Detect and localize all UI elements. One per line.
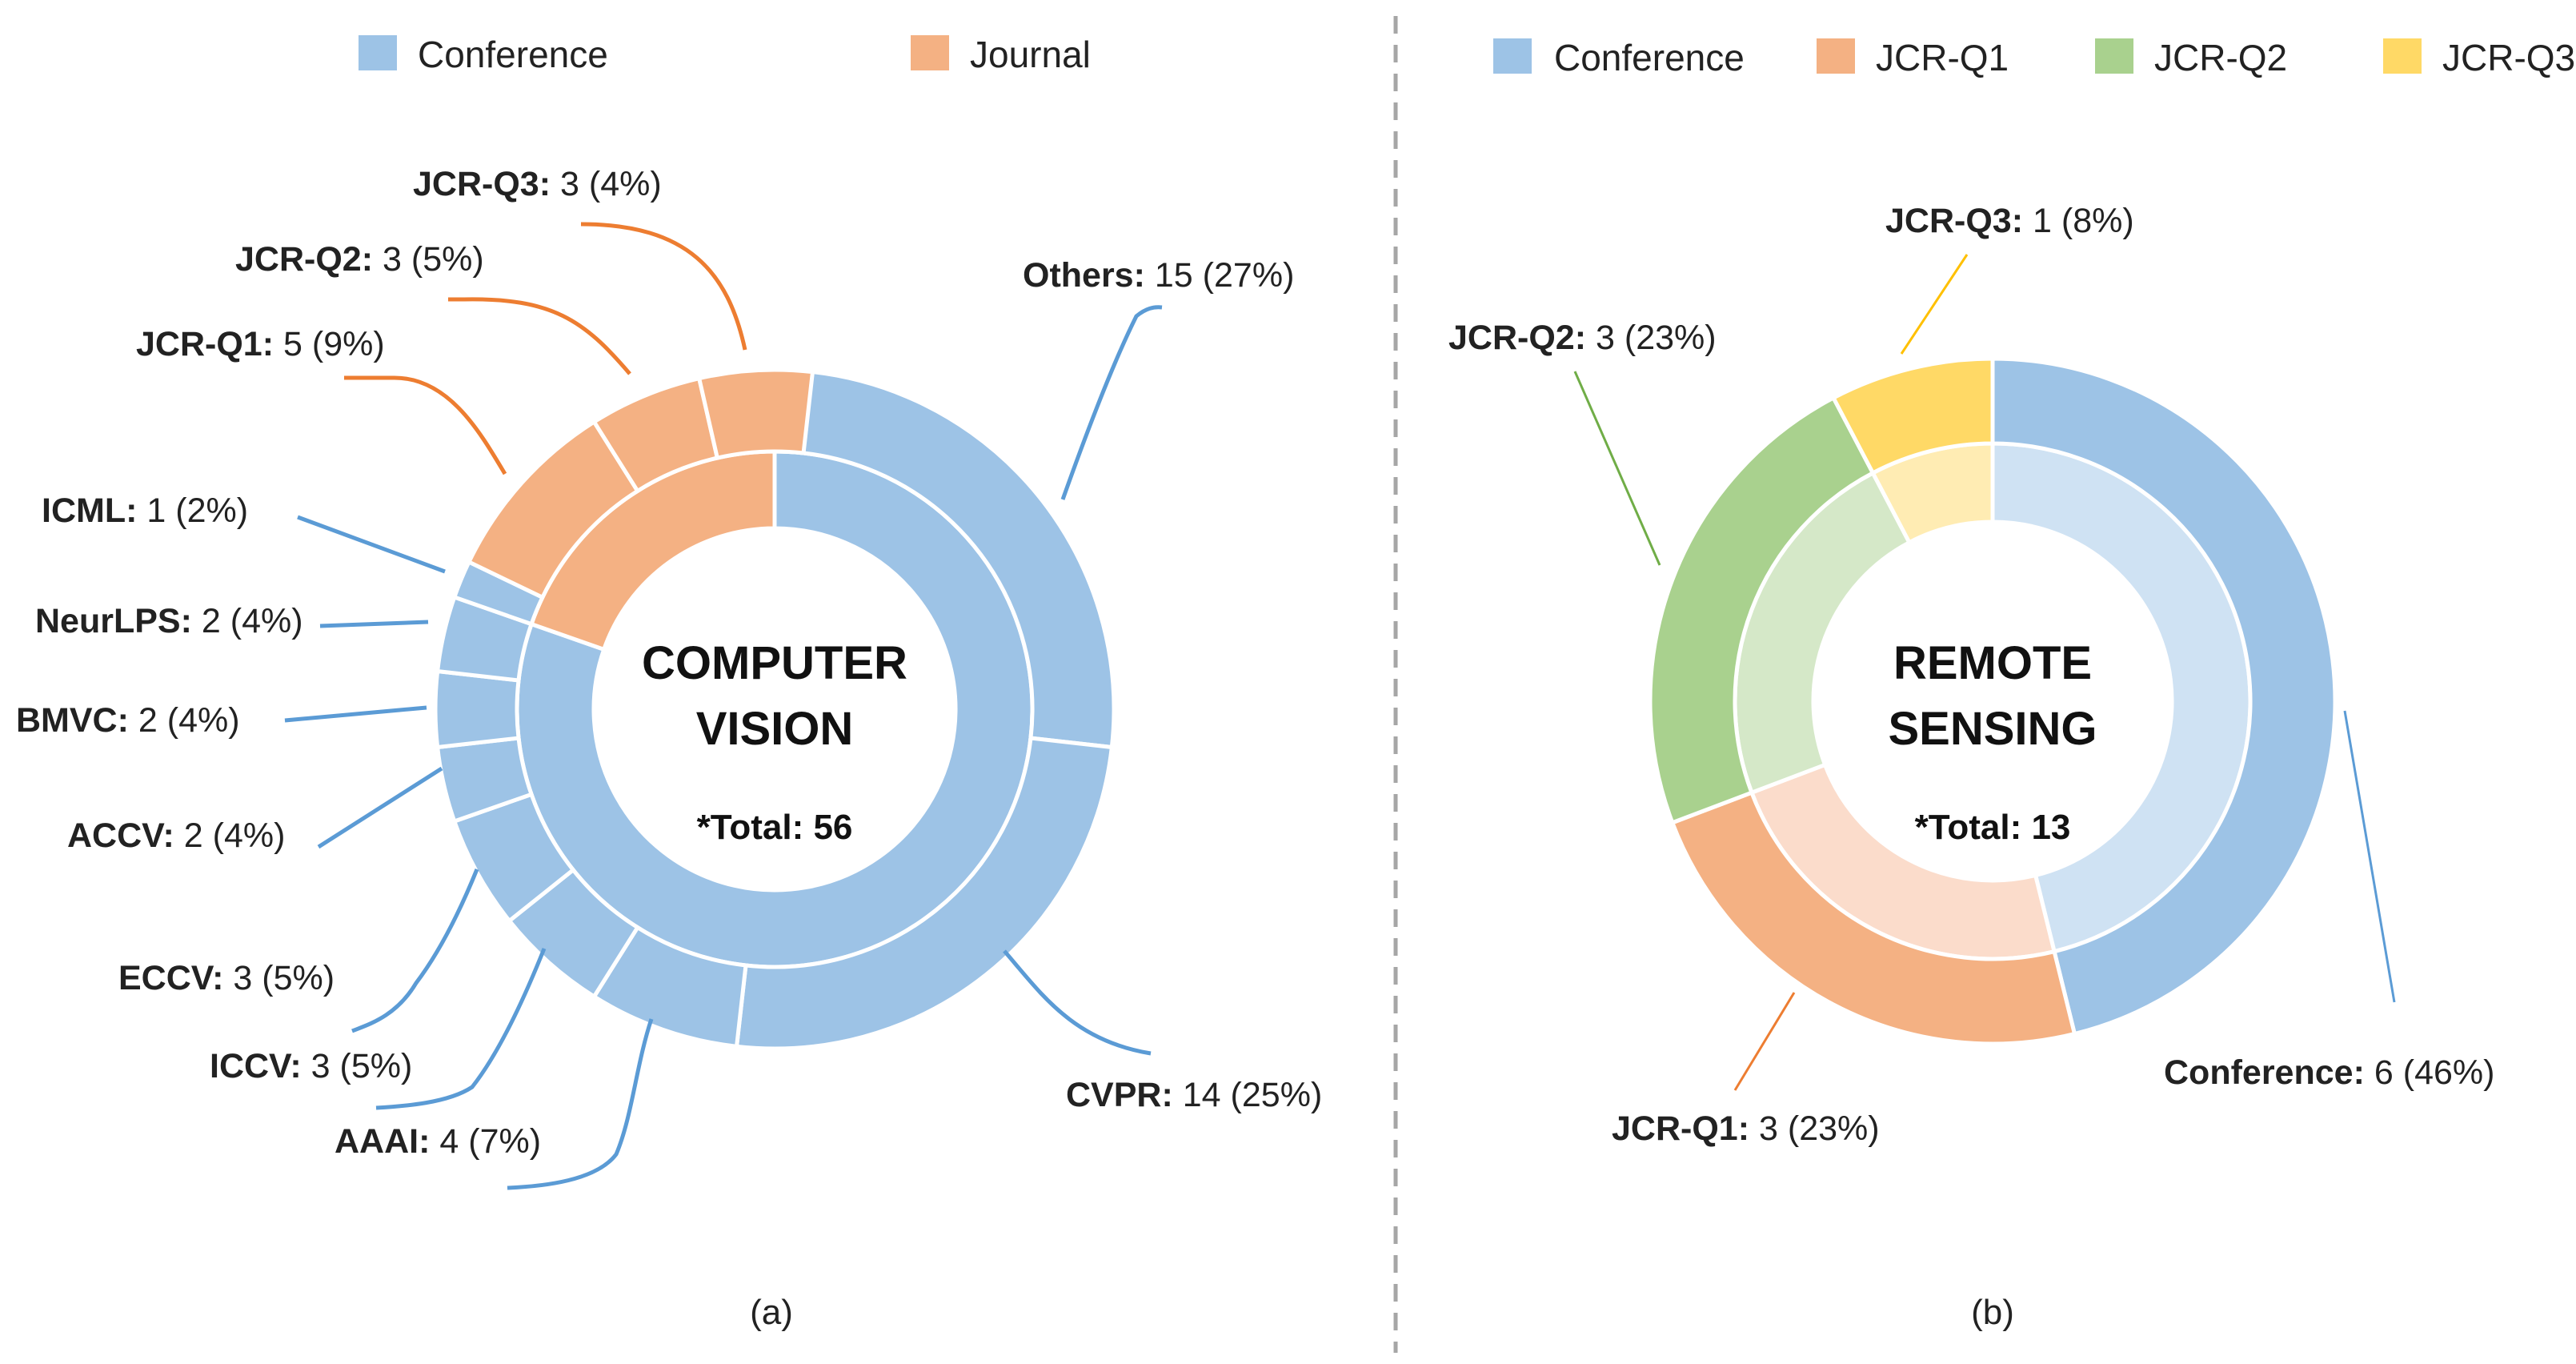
leader-others <box>1060 305 1163 500</box>
label-jcr-q2: JCR-Q2: 3 (5%) <box>235 240 484 279</box>
legend-a: Conference Journal <box>359 34 1091 75</box>
legend-b-label-jcr-q1: JCR-Q1 <box>1876 37 2009 78</box>
legend-b: Conference JCR-Q1 JCR-Q2 JCR-Q3 <box>1493 37 2575 78</box>
caption-b: (b) <box>1971 1293 2014 1332</box>
legend-a-swatch-conference <box>359 35 397 70</box>
label-iccv: ICCV: 3 (5%) <box>210 1047 412 1085</box>
legend-a-swatch-journal <box>911 35 949 70</box>
label-icml: ICML: 1 (2%) <box>42 491 248 530</box>
label-b-jcr-q1: JCR-Q1: 3 (23%) <box>1612 1109 1880 1148</box>
leader-cvpr <box>1003 949 1152 1056</box>
label-aaai: AAAI: 4 (7%) <box>335 1122 541 1161</box>
legend-b-swatch-jcr-q3 <box>2383 38 2422 74</box>
donut-b-labels: Conference: 6 (46%) JCR-Q1: 3 (23%) JCR-… <box>1448 202 2494 1148</box>
legend-a-label-conference: Conference <box>418 34 608 75</box>
legend-a-label-journal: Journal <box>970 34 1091 75</box>
donut-a: Others: 15 (27%) CVPR: 14 (25%) AAAI: 4 … <box>16 165 1322 1190</box>
center-b-title-line2: SENSING <box>1888 703 2097 755</box>
label-b-jcr-q2: JCR-Q2: 3 (23%) <box>1448 319 1717 357</box>
leader-jcr-q1 <box>344 375 507 475</box>
leader-b-jcr-q1 <box>1733 992 1796 1091</box>
center-a-title-line2: VISION <box>696 703 854 755</box>
legend-b-label-conference: Conference <box>1554 37 1745 78</box>
leader-accv <box>317 766 443 849</box>
donut-b-leader-lines <box>1573 254 2396 1091</box>
leader-b-jcr-q3 <box>1900 254 1969 355</box>
leader-b-conference <box>2343 710 2396 1003</box>
leader-jcr-q3 <box>580 222 747 351</box>
label-accv: ACCV: 2 (4%) <box>67 816 285 855</box>
center-b-title-line1: REMOTE <box>1893 637 2092 689</box>
label-cvpr: CVPR: 14 (25%) <box>1066 1076 1322 1114</box>
outer-slice-b-jcr-q3 <box>1830 356 1995 476</box>
label-b-conference: Conference: 6 (46%) <box>2164 1053 2494 1092</box>
donut-a-leader-lines <box>284 222 1163 1190</box>
center-a-total: *Total: 56 <box>697 808 853 847</box>
donut-a-outer-ring <box>433 367 1116 1051</box>
outer-slice-cvpr <box>734 736 1115 1051</box>
leader-jcr-q2 <box>448 297 631 375</box>
center-b-total: *Total: 13 <box>1915 808 2071 847</box>
center-a-title-line1: COMPUTER <box>642 637 907 689</box>
legend-b-swatch-jcr-q2 <box>2095 38 2133 74</box>
label-neurlps: NeurLPS: 2 (4%) <box>35 602 303 640</box>
donut-a-labels: Others: 15 (27%) CVPR: 14 (25%) AAAI: 4 … <box>16 165 1322 1161</box>
label-bmvc: BMVC: 2 (4%) <box>16 701 240 740</box>
leader-bmvc <box>284 705 427 723</box>
donut-b-outer-ring <box>1648 356 2338 1046</box>
leader-b-jcr-q2 <box>1573 371 1661 566</box>
caption-a: (a) <box>750 1293 793 1332</box>
leader-icml <box>297 515 446 574</box>
label-jcr-q3: JCR-Q3: 3 (4%) <box>413 165 662 203</box>
donut-b: Conference: 6 (46%) JCR-Q1: 3 (23%) JCR-… <box>1448 202 2494 1148</box>
legend-b-swatch-jcr-q1 <box>1817 38 1855 74</box>
label-others: Others: 15 (27%) <box>1023 256 1294 295</box>
label-eccv: ECCV: 3 (5%) <box>118 959 335 997</box>
donut-b-inner-ring <box>1733 441 2253 961</box>
outer-slice-bmvc <box>433 668 521 750</box>
legend-b-label-jcr-q2: JCR-Q2 <box>2154 37 2287 78</box>
legend-b-swatch-conference <box>1493 38 1532 74</box>
leader-iccv <box>375 948 547 1110</box>
outer-slice-b-conference <box>1990 356 2338 1037</box>
leader-eccv <box>351 869 479 1033</box>
label-jcr-q1: JCR-Q1: 5 (9%) <box>136 325 385 363</box>
outer-slice-others <box>772 367 1116 750</box>
leader-neurlps <box>319 620 429 628</box>
legend-b-label-jcr-q3: JCR-Q3 <box>2442 37 2575 78</box>
outer-slice-jcr-q3 <box>696 367 815 461</box>
label-b-jcr-q3: JCR-Q3: 1 (8%) <box>1885 202 2134 240</box>
leader-aaai <box>507 1018 654 1190</box>
